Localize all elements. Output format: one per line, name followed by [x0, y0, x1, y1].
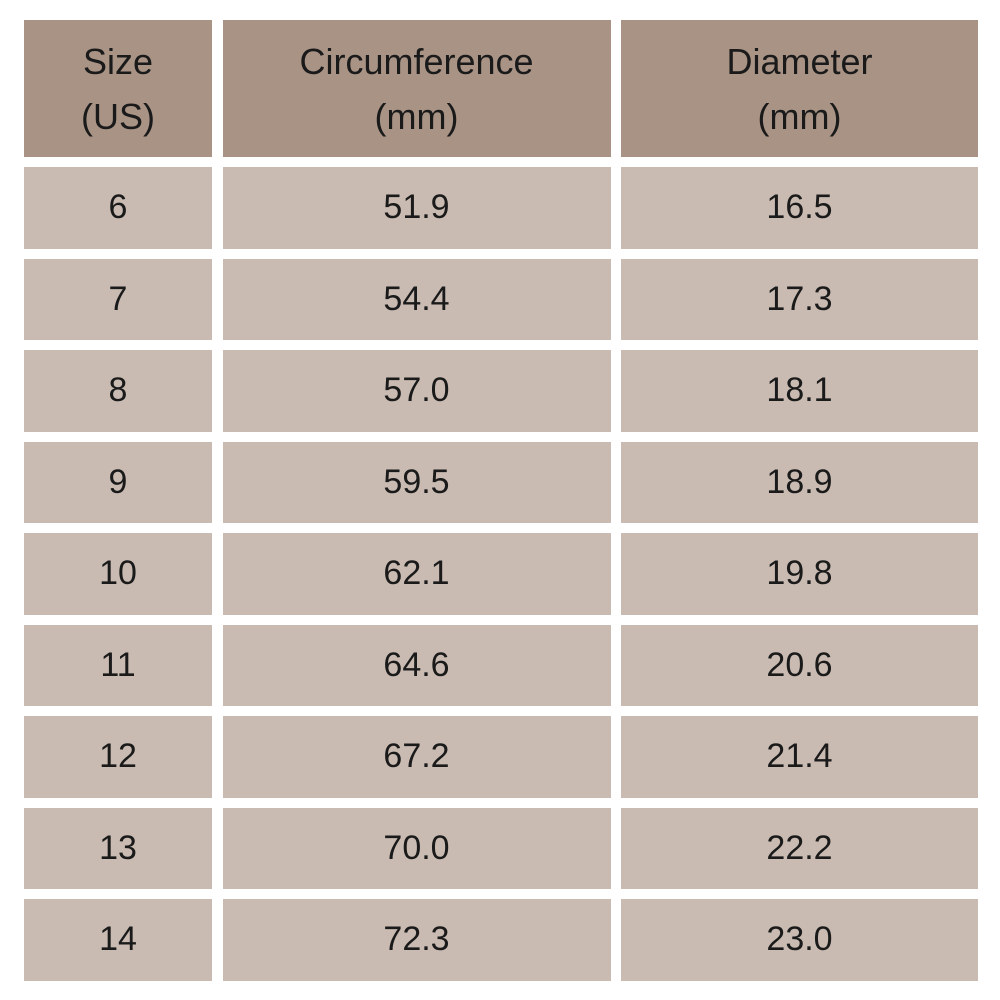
header-circumference: Circumference (mm) [222, 20, 611, 157]
header-size: Size (US) [24, 20, 212, 157]
circumference-cell: 54.4 [222, 258, 611, 340]
circumference-cell: 70.0 [222, 807, 611, 889]
size-cell: 7 [24, 258, 212, 340]
ring-size-table: Size (US) Circumference (mm) Diameter (m… [24, 20, 978, 981]
diameter-cell: 17.3 [621, 258, 978, 340]
size-cell: 10 [24, 533, 212, 615]
size-cell: 14 [24, 899, 212, 981]
diameter-cell: 23.0 [621, 899, 978, 981]
diameter-cell: 19.8 [621, 533, 978, 615]
size-cell: 8 [24, 350, 212, 432]
size-cell: 11 [24, 624, 212, 706]
circumference-cell: 67.2 [222, 716, 611, 798]
size-cell: 6 [24, 167, 212, 249]
circumference-cell: 62.1 [222, 533, 611, 615]
diameter-cell: 18.9 [621, 441, 978, 523]
circumference-cell: 51.9 [222, 167, 611, 249]
size-cell: 12 [24, 716, 212, 798]
diameter-cell: 22.2 [621, 807, 978, 889]
circumference-cell: 64.6 [222, 624, 611, 706]
diameter-cell: 18.1 [621, 350, 978, 432]
size-cell: 9 [24, 441, 212, 523]
circumference-cell: 59.5 [222, 441, 611, 523]
diameter-cell: 16.5 [621, 167, 978, 249]
diameter-cell: 20.6 [621, 624, 978, 706]
header-diameter: Diameter (mm) [621, 20, 978, 157]
diameter-cell: 21.4 [621, 716, 978, 798]
circumference-cell: 57.0 [222, 350, 611, 432]
size-cell: 13 [24, 807, 212, 889]
circumference-cell: 72.3 [222, 899, 611, 981]
